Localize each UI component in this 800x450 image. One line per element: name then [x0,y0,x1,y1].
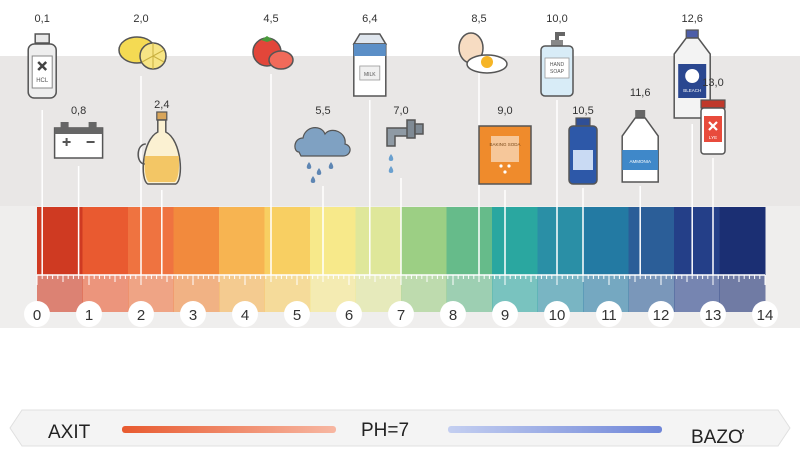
ph-value-label: 12,6 [681,13,702,25]
color-band-5 [264,207,311,275]
tick-label-5: 5 [293,307,301,324]
tick-label-7: 7 [397,307,405,324]
tick-badge [388,301,414,327]
ph-value-label: 2,4 [154,99,169,111]
lye-jar-icon: LYE [700,99,726,155]
svg-text:BLEACH: BLEACH [683,88,701,93]
svg-text:HCL: HCL [36,78,49,84]
ph-value-label: 6,4 [362,13,377,25]
color-band-7 [355,207,402,275]
tick-badge [648,301,674,327]
ph-value-label: 13,0 [702,77,723,89]
tick-label-14: 14 [757,307,774,324]
tick-badge [336,301,362,327]
color-band-13 [628,207,675,275]
ph-value-label: 7,0 [393,105,408,117]
color-band-0 [37,207,83,275]
svg-text:BAKING SODA: BAKING SODA [489,142,520,147]
tick-badge [752,301,778,327]
tick-labels: 0 1 2 3 4 5 6 7 8 9 10 11 12 13 14 [24,301,778,327]
tick-label-2: 2 [137,307,145,324]
bleach-jug-icon: BLEACH [673,29,711,119]
neutral-label: PH=7 [361,420,410,441]
ph-value-label: 0,1 [35,13,50,25]
color-band-12 [583,207,629,275]
baking-soda-icon: BAKING SODA [478,125,532,185]
milk-carton-icon: MILK [352,33,388,97]
ph-value-label: 2,0 [133,13,148,25]
tick-label-9: 9 [501,307,509,324]
ph-value-label: 10,0 [546,13,567,25]
tick-badge [284,301,310,327]
color-band-9 [446,207,493,275]
water-tap-icon [386,119,424,173]
base-gradient-bar [448,426,662,433]
tick-badge [180,301,206,327]
tick-label-1: 1 [85,307,93,324]
tick-label-11: 11 [601,307,617,324]
acid-gradient-bar [122,426,336,433]
tick-label-8: 8 [449,307,457,324]
tomato-icon [252,36,294,70]
hcl-bottle-icon: HCL [27,33,57,99]
tick-label-4: 4 [241,307,249,324]
ammonia-bottle-icon: AMMONIA [621,110,659,183]
svg-text:SOAP: SOAP [550,69,565,75]
color-band-8 [401,207,447,275]
color-band-10 [492,207,538,275]
tick-badge [700,301,726,327]
vinegar-cruet-icon [137,111,182,185]
acid-label: AXIT [48,422,91,443]
svg-text:MILK: MILK [364,72,376,78]
tick-label-6: 6 [345,307,353,324]
rain-cloud-icon [294,127,351,183]
lemon-icon [118,36,167,70]
color-band-3 [173,207,220,275]
color-band-4 [219,207,265,275]
ph-value-label: 9,0 [497,105,512,117]
color-band-11 [537,207,584,275]
ph-value-label: 10,5 [572,105,593,117]
ph-value-label: 5,5 [315,105,330,117]
footer-ribbon [9,409,791,447]
color-band-6 [310,207,356,275]
tick-badge [544,301,570,327]
ph-value-label: 11,6 [630,87,651,99]
ph-value-label: 4,5 [263,13,278,25]
egg-icon [458,32,508,74]
tick-badge [128,301,154,327]
tick-badge [76,301,102,327]
svg-text:HAND: HAND [550,62,565,68]
tick-label-12: 12 [653,307,670,324]
tick-badge [440,301,466,327]
tick-label-10: 10 [549,307,566,324]
ph-value-labels: 0,1 0,8 2,0 2,4 4,5 5,5 6,4 7,0 8,5 9,0 10,0 10,5 11… [35,13,724,117]
tick-label-13: 13 [705,307,722,324]
tick-badge [24,301,50,327]
svg-text:LYE: LYE [709,135,717,140]
magnesia-bottle-icon [568,117,598,185]
leader-lines [41,70,714,275]
color-band-15 [719,207,766,275]
ph-value-label: 0,8 [71,105,86,117]
tick-label-3: 3 [189,307,197,324]
tick-badge [492,301,518,327]
color-band-2 [128,207,174,275]
car-battery-icon [53,122,104,159]
base-label: BAZƠ [691,427,745,448]
color-band-1 [82,207,129,275]
tick-badge [232,301,258,327]
tick-label-0: 0 [33,307,41,324]
ph-value-label: 8,5 [471,13,486,25]
svg-text:AMMONIA: AMMONIA [629,159,651,164]
tick-badge [596,301,622,327]
